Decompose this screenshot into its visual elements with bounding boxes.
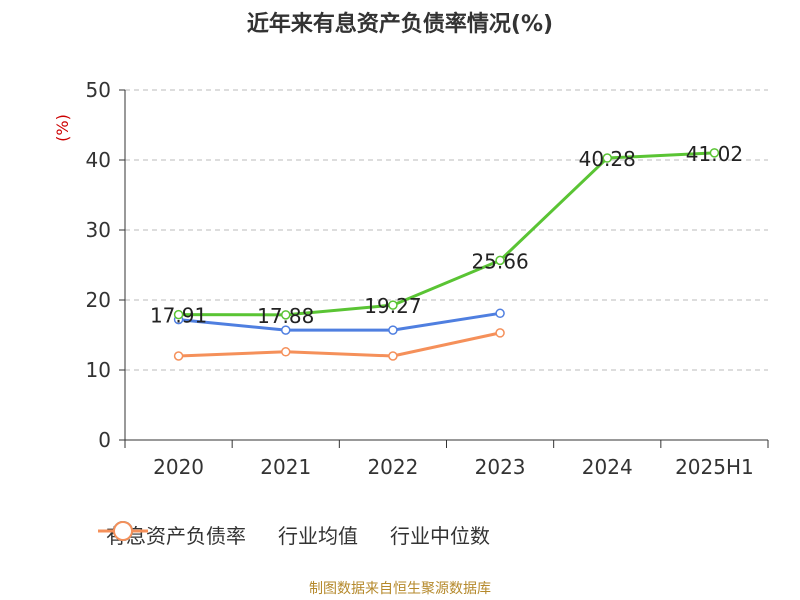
legend-item[interactable]: 行业均值 [98, 520, 358, 549]
data-point [495, 255, 505, 266]
data-point [388, 300, 398, 310]
data-point [388, 351, 398, 361]
data-label: 17.91 [150, 304, 207, 328]
y-tick-label: 0 [98, 428, 111, 452]
series-line [178, 311, 501, 332]
x-tick-label: 2024 [582, 455, 633, 479]
legend-label: 行业均值 [278, 524, 358, 548]
series-line [178, 151, 715, 317]
y-tick-label: 10 [86, 358, 111, 382]
data-label: 17.88 [257, 304, 314, 328]
data-point [173, 351, 184, 361]
y-tick-label: 50 [86, 78, 111, 102]
data-point [388, 325, 398, 335]
data-point [602, 153, 612, 163]
y-axis-label: (%) [53, 114, 72, 142]
data-point [495, 328, 505, 338]
data-point [281, 347, 291, 357]
y-tick-label: 20 [86, 288, 111, 312]
x-tick-label: 2025H1 [675, 455, 754, 479]
y-tick-label: 40 [86, 148, 111, 172]
data-point [281, 310, 291, 320]
x-tick-label: 2021 [260, 455, 311, 479]
x-tick-label: 2022 [367, 455, 418, 479]
legend-item[interactable]: 行业中位数 [98, 520, 490, 549]
data-label: 19.27 [364, 294, 421, 318]
data-point [173, 309, 184, 320]
data-point [709, 148, 720, 158]
legend-label: 行业中位数 [390, 524, 490, 548]
data-point [495, 308, 505, 319]
source-footer: 制图数据来自恒生聚源数据库 [309, 581, 491, 597]
legend-line-marker-icon [98, 521, 148, 541]
y-tick-label: 30 [86, 218, 111, 242]
data-point [281, 325, 291, 335]
data-label: 25.66 [471, 249, 528, 273]
data-label: 41.02 [686, 142, 743, 166]
chart-title: 近年来有息资产负债率情况(%) [246, 12, 554, 37]
x-tick-label: 2023 [475, 455, 526, 479]
chart-legend: 有息资产负债率 行业均值 行业中位数 [98, 520, 514, 549]
data-label: 40.28 [579, 147, 636, 171]
x-tick-label: 2020 [153, 455, 204, 479]
series-line [178, 331, 501, 358]
